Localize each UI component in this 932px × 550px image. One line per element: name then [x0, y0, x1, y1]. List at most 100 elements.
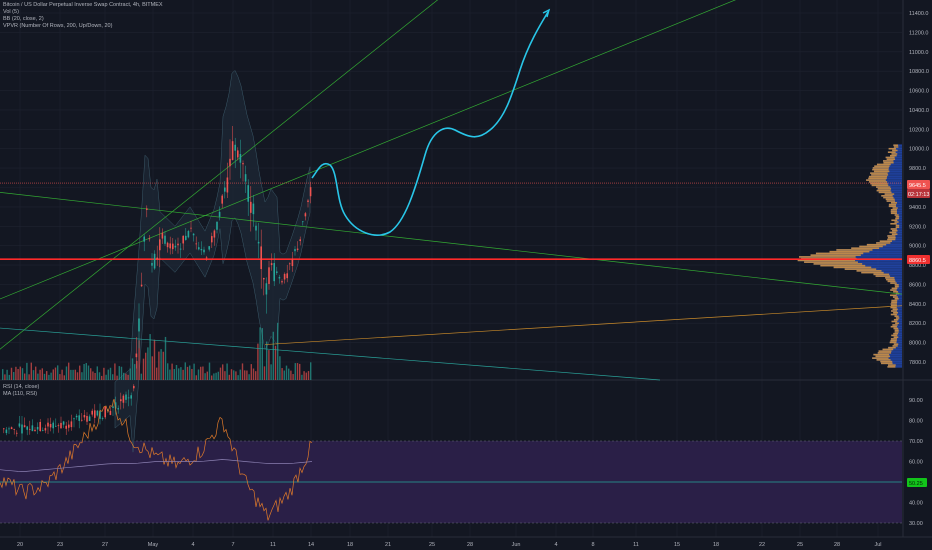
volume-profile-row-up — [861, 271, 884, 274]
volume-bar — [4, 374, 6, 380]
volume-bar — [85, 363, 87, 380]
volume-bar — [206, 371, 208, 380]
candle-body — [18, 423, 21, 427]
candle-body — [47, 422, 49, 427]
y-tick-label: 8600.0 — [909, 282, 926, 288]
volume-bar — [255, 371, 257, 380]
bollinger-bands — [114, 70, 311, 453]
candle-body — [78, 415, 80, 421]
volume-bar — [310, 362, 312, 380]
rsi-ma-indicator-label[interactable]: MA (110, RSI) — [3, 391, 38, 397]
volume-profile-row-up — [895, 226, 900, 229]
volume-bar — [142, 358, 145, 380]
volume-profile-row-up — [875, 275, 891, 277]
volume-bar — [96, 366, 98, 380]
volume-bar — [191, 368, 193, 380]
volume-bar — [6, 369, 8, 380]
volume-bar — [48, 374, 50, 380]
y-tick-label: 11000.0 — [909, 50, 928, 56]
countdown-label: 02:17:13 — [908, 192, 929, 198]
candle-body — [60, 422, 62, 429]
volume-bar — [200, 366, 202, 380]
volume-profile-row-up — [870, 172, 888, 174]
volume-bar — [105, 374, 107, 380]
symbol-title[interactable]: Bitcoin / US Dollar Perpetual Inverse Sw… — [3, 2, 163, 8]
vpvr-indicator-label[interactable]: VPVR (Number Of Rows, 200, Up/Down, 20) — [3, 23, 113, 29]
candle-body — [216, 221, 218, 230]
candle-body — [281, 281, 283, 283]
candle-body — [278, 277, 281, 279]
volume-bar — [94, 372, 96, 380]
volume-profile-row-up — [890, 339, 897, 342]
volume-bar — [46, 371, 48, 380]
candle-body — [229, 158, 231, 167]
volume-profile-row-up — [868, 181, 888, 183]
volume-bar — [213, 373, 215, 380]
volume-bar — [197, 369, 200, 380]
candle-body — [296, 248, 299, 250]
volume-bar — [43, 373, 46, 380]
volume-bar — [158, 351, 160, 380]
y-tick-label: 9800.0 — [909, 166, 926, 172]
volume-bar — [160, 349, 162, 380]
descending-trendline-lower — [0, 327, 661, 381]
volume-bar — [13, 372, 15, 380]
candle-body — [247, 185, 249, 202]
rsi-value-label: 50.25 — [909, 481, 923, 487]
x-tick-label: 15 — [674, 542, 680, 548]
rsi-value-tag — [907, 478, 927, 487]
y-tick-label: 10000.0 — [909, 147, 929, 153]
y-tick-label: 11200.0 — [909, 30, 928, 36]
candle-body — [294, 249, 296, 252]
projection-curve — [311, 11, 549, 236]
y-tick-label: 10400.0 — [909, 108, 929, 114]
candle-body — [130, 395, 132, 399]
volume-bar — [290, 370, 292, 380]
candle-body — [16, 432, 18, 434]
volume-bar — [233, 370, 235, 380]
y-tick-label: 10200.0 — [909, 127, 929, 133]
rsi-indicator-label[interactable]: RSI (14, close) — [3, 384, 40, 390]
candle-body — [8, 428, 10, 430]
volume-profile-row-up — [894, 285, 899, 288]
volume-profile-row-up — [866, 179, 886, 181]
volume-profile-row-up — [891, 219, 898, 222]
volume-bar — [26, 362, 28, 380]
candle-body — [52, 422, 54, 429]
volume-profile-row-up — [894, 221, 899, 223]
volume-bar — [215, 372, 217, 380]
volume-profile-row-up — [895, 224, 900, 227]
candle-body — [257, 241, 260, 244]
volume-profile-row-up — [890, 212, 898, 215]
candle-body — [237, 150, 239, 158]
volume-bar — [116, 375, 118, 380]
candle-body — [125, 394, 127, 400]
candle-body — [96, 410, 99, 416]
bb-indicator-label[interactable]: BB (20, close, 2) — [3, 16, 44, 22]
volume-profile-row-up — [893, 146, 899, 148]
volume-bar — [41, 368, 43, 380]
candle-body — [244, 174, 247, 182]
candle-body — [3, 428, 5, 430]
volume-profile-row-up — [884, 193, 895, 195]
rsi-ma-line — [0, 459, 313, 472]
volume-profile-row-up — [889, 341, 897, 344]
volume-bar — [303, 371, 305, 380]
candle-body — [57, 425, 60, 427]
volume-bar — [268, 350, 270, 380]
volume-profile-row-up — [887, 236, 896, 239]
volume-bar — [257, 343, 259, 380]
volume-bar — [114, 363, 116, 380]
volume-bar — [248, 374, 250, 380]
volume-profile-row-up — [887, 366, 896, 368]
y-tick-label: 9400.0 — [909, 205, 926, 211]
volume-bar — [28, 374, 30, 380]
volume-profile-row-up — [888, 147, 896, 150]
x-tick-label: 11 — [270, 542, 276, 548]
volume-bar — [296, 363, 299, 380]
chart-legend: Bitcoin / US Dollar Perpetual Inverse Sw… — [3, 2, 163, 30]
candle-body — [283, 273, 286, 280]
volume-profile-row-up — [886, 158, 896, 160]
vol-indicator-label[interactable]: Vol (5) — [3, 9, 19, 15]
